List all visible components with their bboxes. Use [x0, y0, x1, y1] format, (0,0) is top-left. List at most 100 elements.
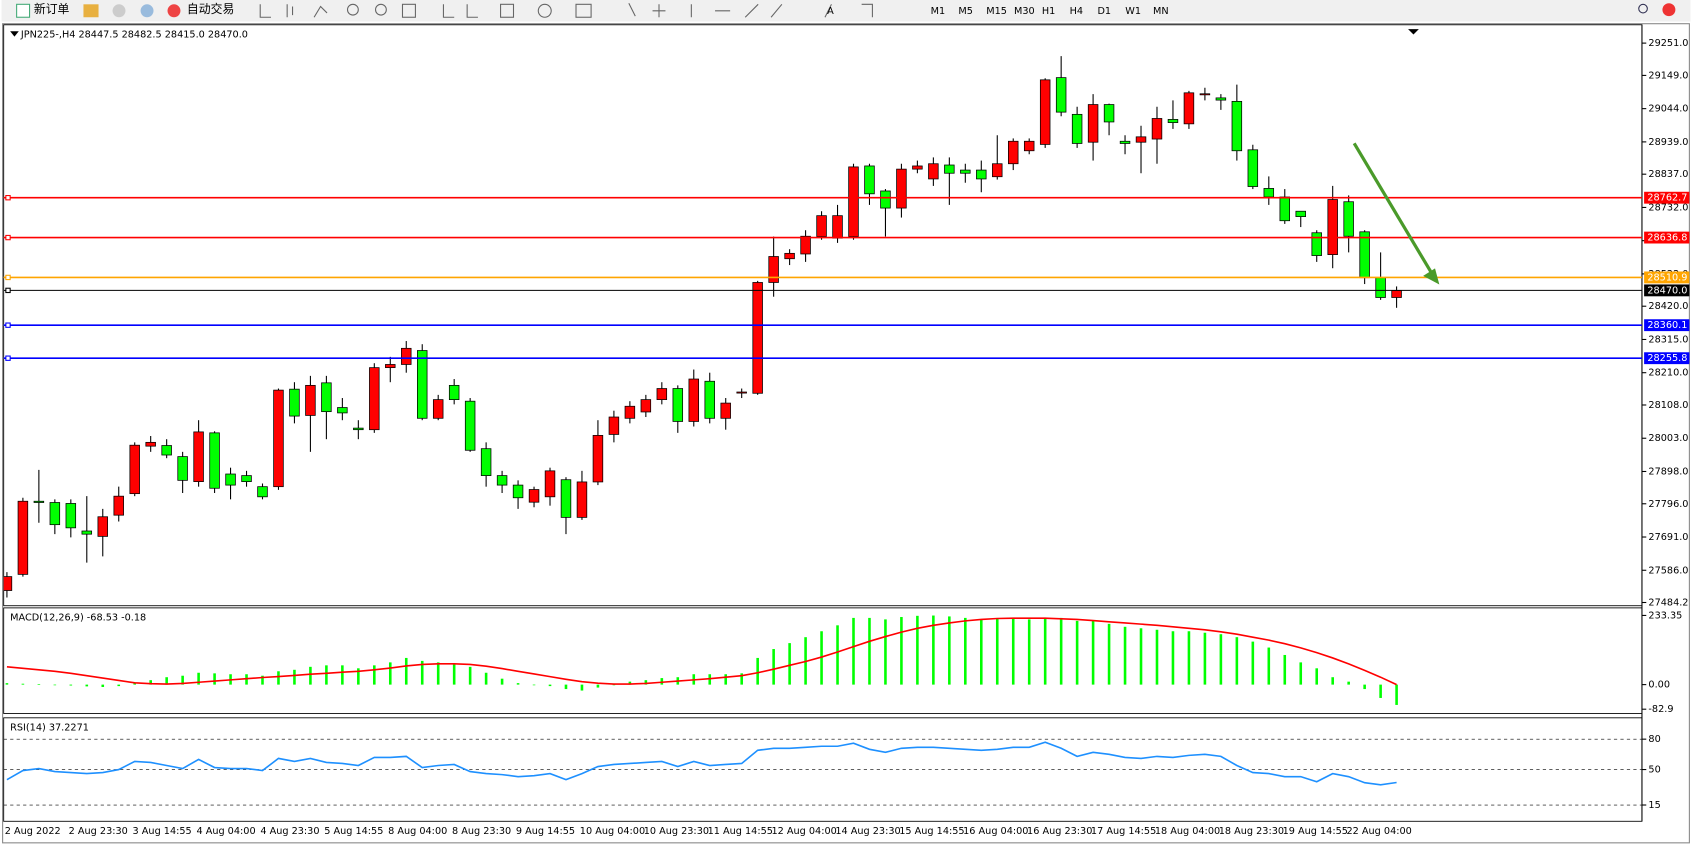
- macd-bar: [1315, 668, 1319, 685]
- candle-body: [480, 448, 492, 476]
- candle-body: [49, 502, 61, 526]
- candle-body: [385, 364, 396, 369]
- toolbar-icon[interactable]: [112, 4, 126, 18]
- macd-bar: [388, 662, 392, 685]
- macd-bar: [325, 665, 328, 685]
- macd-bar: [1075, 620, 1079, 685]
- macd-bar: [964, 617, 967, 685]
- macd-bar: [1331, 677, 1334, 685]
- macd-bar: [612, 684, 616, 686]
- macd-bar: [1267, 647, 1271, 685]
- macd-bar: [1011, 617, 1015, 685]
- x-tick-label: 2 Aug 2022: [5, 826, 61, 837]
- candle-body: [1311, 232, 1322, 256]
- level-tag: [1644, 352, 1690, 365]
- timeframe-button[interactable]: M5: [958, 6, 973, 17]
- level-tag: [1644, 191, 1690, 204]
- macd-bar: [1091, 620, 1095, 685]
- macd-bar: [181, 675, 184, 685]
- macd-bar: [1363, 684, 1366, 690]
- macd-bar: [1203, 632, 1207, 685]
- y-tick-label: 28210.0: [1648, 368, 1688, 379]
- candle-body: [129, 444, 140, 495]
- candle-body: [1391, 290, 1402, 298]
- candle-body: [448, 384, 460, 400]
- new-order-button[interactable]: 新订单: [34, 2, 70, 16]
- x-tick-label: 14 Aug 23:30: [835, 826, 900, 837]
- candle-body: [1039, 79, 1051, 145]
- macd-bar: [644, 680, 648, 685]
- y-tick-label: 27484.2: [1648, 597, 1688, 608]
- rsi-line: [6, 741, 1397, 786]
- macd-bar: [932, 615, 935, 685]
- macd-bar: [1251, 641, 1255, 685]
- macd-bar: [516, 683, 520, 685]
- timeframe-button[interactable]: D1: [1097, 6, 1111, 17]
- menu-arrow[interactable]: [10, 31, 19, 37]
- candle-body: [976, 169, 987, 180]
- macd-bar: [1187, 631, 1191, 685]
- candle-body: [960, 169, 971, 174]
- candle-body: [193, 431, 204, 482]
- x-tick-label: 22 Aug 04:00: [1347, 826, 1412, 837]
- macd-bar: [852, 617, 855, 685]
- timeframe-button[interactable]: W1: [1125, 6, 1141, 17]
- timeframe-button[interactable]: M30: [1014, 6, 1035, 17]
- candle-body: [1231, 100, 1243, 152]
- macd-bar: [1027, 619, 1031, 685]
- macd-bar: [1139, 628, 1143, 685]
- level-handle: [5, 234, 11, 241]
- new-order-icon[interactable]: [16, 3, 31, 18]
- toolbar-tools[interactable]: [259, 2, 873, 18]
- toolbar: [1, 0, 1691, 22]
- timeframe-button[interactable]: H1: [1042, 6, 1055, 17]
- pane-title: MACD(12,26,9) -68.53 -0.18: [10, 613, 146, 624]
- candle-body: [1023, 140, 1035, 152]
- macd-bar: [21, 683, 25, 685]
- timeframe-button[interactable]: M15: [986, 6, 1007, 17]
- candle-body: [1247, 149, 1259, 187]
- x-tick-label: 16 Aug 23:30: [1027, 826, 1092, 837]
- y-tick-label: 28315.0: [1648, 334, 1688, 345]
- level-handle: [5, 195, 11, 201]
- candle-body: [800, 235, 811, 255]
- candle-body: [656, 388, 668, 400]
- candle-body: [1071, 113, 1083, 144]
- candle-body: [177, 456, 188, 481]
- level-label: 28470.0: [1647, 285, 1687, 296]
- macd-bar: [995, 618, 999, 685]
- macd-bar: [213, 673, 216, 685]
- timeframe-button[interactable]: H4: [1070, 6, 1083, 17]
- x-tick-label: 2 Aug 23:30: [69, 826, 128, 837]
- y-tick-label: 27898.0: [1648, 466, 1688, 477]
- toolbar-icon[interactable]: [140, 4, 154, 18]
- auto-trading-icon[interactable]: [167, 4, 181, 18]
- macd-bar: [277, 671, 280, 685]
- toolbar-icon[interactable]: [83, 4, 99, 18]
- level-label: 28636.8: [1647, 233, 1687, 244]
- macd-bar: [836, 625, 839, 685]
- auto-trading-button[interactable]: 自动交易: [187, 2, 234, 16]
- y-tick-label: -82.9: [1648, 704, 1673, 715]
- y-tick-label: 29251.0: [1648, 38, 1688, 49]
- notification[interactable]: [1662, 3, 1676, 17]
- timeframe-button[interactable]: MN: [1153, 6, 1169, 17]
- y-tick-label: 80: [1648, 734, 1660, 745]
- y-tick-label: 28939.0: [1648, 137, 1688, 148]
- y-tick-label: 28108.0: [1648, 400, 1688, 411]
- macd-bar: [772, 649, 775, 685]
- level-label: 28762.7: [1647, 193, 1687, 204]
- macd-bar: [724, 674, 728, 685]
- macd-bar: [1155, 629, 1159, 685]
- search[interactable]: [1638, 3, 1648, 14]
- candle-body: [736, 391, 747, 394]
- timeframe-button[interactable]: M1: [931, 6, 946, 17]
- macd-bar: [1235, 637, 1239, 685]
- macd-bar: [1043, 617, 1047, 685]
- macd-bar: [1059, 617, 1063, 685]
- macd-bar: [1347, 681, 1350, 685]
- macd-bar: [532, 684, 536, 686]
- candle-body: [1327, 199, 1338, 255]
- text-tool[interactable]: A: [827, 6, 834, 17]
